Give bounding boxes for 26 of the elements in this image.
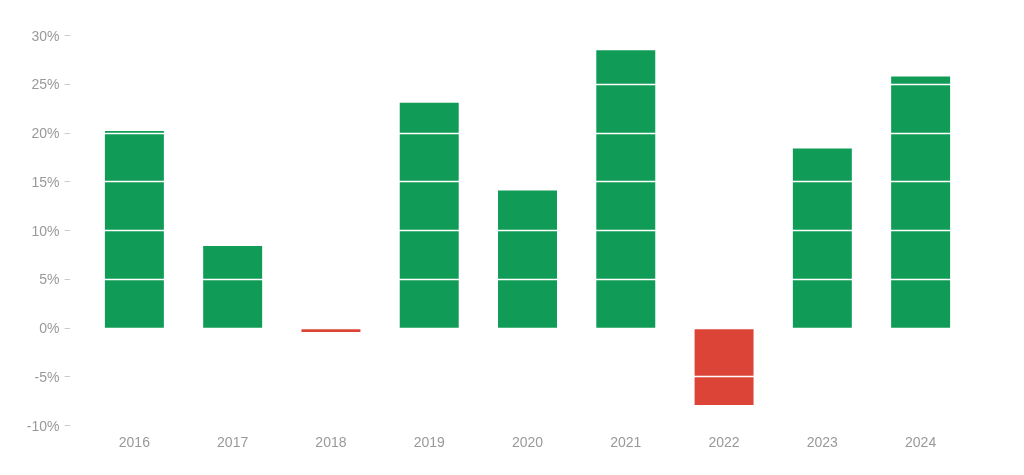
bar	[891, 76, 951, 328]
bar	[498, 190, 557, 328]
x-tick-label: 2017	[217, 433, 249, 450]
y-tick-label: 10%	[31, 222, 60, 239]
y-tick-label: -10%	[26, 417, 60, 434]
x-tick-label: 2021	[610, 433, 642, 450]
y-tick-label: 15%	[31, 173, 60, 190]
x-tick-label: 2016	[118, 433, 151, 450]
bar	[596, 50, 656, 328]
x-tick-label: 2020	[511, 433, 544, 450]
x-tick-label: 2024	[905, 433, 937, 450]
x-tick-label: 2023	[806, 433, 839, 450]
bar	[104, 131, 164, 328]
y-tick-label: -5%	[34, 368, 60, 385]
x-tick-label: 2018	[315, 433, 347, 450]
bar	[792, 148, 852, 328]
y-tick-label: 25%	[31, 76, 60, 93]
x-tick-label: 2022	[708, 433, 740, 450]
y-tick-label: 30%	[31, 27, 60, 44]
bar	[694, 328, 754, 406]
y-tick-label: 5%	[39, 271, 60, 288]
bar	[399, 102, 459, 328]
bar	[203, 246, 263, 328]
x-tick-label: 2019	[413, 433, 446, 450]
y-tick-label: 0%	[39, 320, 60, 336]
y-tick-label: 20%	[31, 125, 60, 141]
